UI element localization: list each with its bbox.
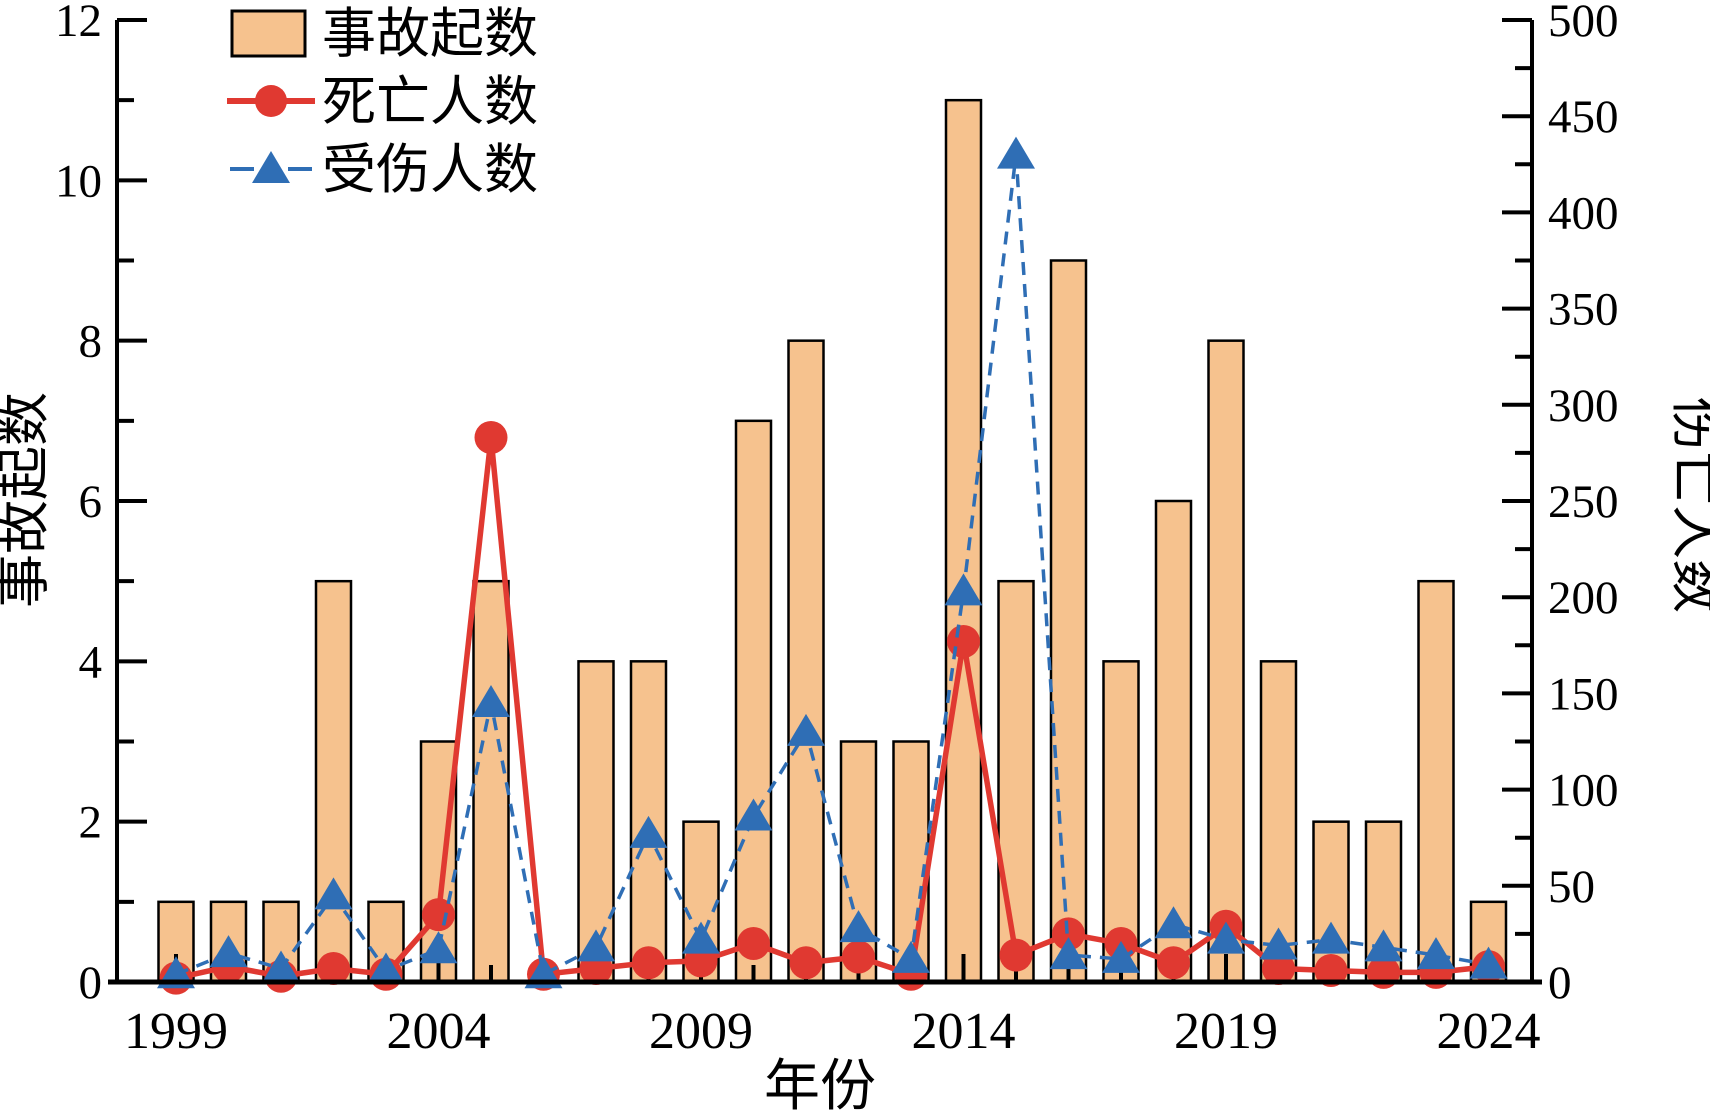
- x-tick-label-2004: 2004: [387, 1003, 491, 1060]
- x-tick-label-1999: 1999: [124, 1003, 228, 1060]
- injuries-marker-2013: [892, 940, 930, 973]
- right-tick-label-400: 400: [1548, 187, 1619, 239]
- injuries-marker-2001: [262, 950, 300, 983]
- injuries-marker-2019: [1207, 921, 1245, 954]
- bar-2014: [944, 98, 983, 984]
- right-tick-label-200: 200: [1548, 572, 1619, 624]
- right-tick-label-350: 350: [1548, 284, 1619, 336]
- right-tick-label-500: 500: [1548, 0, 1619, 47]
- right-tick-label-450: 450: [1548, 91, 1619, 143]
- left-tick-label-8: 8: [79, 316, 103, 368]
- x-tick-label-2009: 2009: [649, 1003, 753, 1060]
- bar-2015: [997, 579, 1035, 984]
- left-tick-label-6: 6: [79, 476, 103, 528]
- left-tick-label-12: 12: [55, 0, 102, 47]
- injuries-marker-2012: [839, 910, 878, 943]
- bar-2007: [577, 660, 615, 984]
- injuries-marker-2020: [1259, 927, 1298, 960]
- legend-label-accidents: 事故起数: [322, 4, 538, 64]
- right-tick-label-50: 50: [1548, 861, 1595, 913]
- deaths-marker-2002: [317, 952, 350, 986]
- injuries-marker-2010: [734, 798, 773, 831]
- legend-label-deaths: 死亡人数: [322, 72, 538, 132]
- injuries-marker-2023: [1417, 937, 1455, 970]
- left-tick-label-0: 0: [79, 957, 103, 1009]
- injuries-marker-2022: [1364, 929, 1403, 962]
- right-tick-label-250: 250: [1548, 476, 1619, 528]
- deaths-marker-2012: [842, 940, 875, 974]
- right-axis-title: 伤亡人数: [1666, 397, 1710, 613]
- deaths-marker-2020: [1262, 952, 1295, 986]
- bar-2023: [1417, 579, 1455, 984]
- bar-2010: [734, 419, 773, 984]
- injuries-marker-2000: [209, 935, 248, 968]
- injuries-marker-2008: [629, 815, 668, 848]
- deaths-marker-2018: [1157, 946, 1190, 980]
- x-tick-label-2024: 2024: [1437, 1003, 1541, 1060]
- deaths-marker-2008: [632, 946, 665, 980]
- injuries-marker-2014: [944, 573, 983, 606]
- deaths-marker-2010: [737, 927, 770, 961]
- left-axis-title: 事故起数: [0, 392, 54, 608]
- injuries-marker-2018: [1154, 906, 1193, 939]
- legend-label-injuries: 受伤人数: [322, 140, 538, 200]
- bar-2016: [1049, 259, 1088, 984]
- deaths-marker-2014: [947, 624, 980, 658]
- injuries-marker-2002: [314, 877, 353, 910]
- injuries-marker-2017: [1102, 940, 1140, 973]
- injuries-marker-2003: [367, 952, 405, 985]
- injuries-marker-2011: [787, 713, 825, 746]
- left-tick-label-10: 10: [55, 155, 102, 207]
- injuries-marker-2005: [472, 685, 510, 718]
- x-tick-label-2014: 2014: [912, 1003, 1016, 1060]
- deaths-marker-2016: [1052, 917, 1085, 951]
- legend-deaths-marker: [255, 85, 287, 117]
- right-tick-label-300: 300: [1548, 380, 1619, 432]
- deaths-marker-2015: [999, 938, 1033, 972]
- bar-2018: [1154, 499, 1193, 984]
- bar-2005: [472, 579, 510, 984]
- injuries-marker-2007: [577, 929, 615, 962]
- deaths-marker-2005: [474, 421, 508, 455]
- deaths-marker-2021: [1314, 953, 1348, 987]
- right-tick-label-0: 0: [1548, 957, 1572, 1009]
- injuries-marker-2004: [419, 931, 458, 964]
- bar-2019: [1207, 339, 1245, 984]
- legend-bar-swatch: [230, 9, 307, 58]
- right-tick-label-100: 100: [1548, 765, 1619, 817]
- bar-2002: [314, 579, 353, 984]
- left-tick-label-2: 2: [79, 797, 103, 849]
- bar-2011: [787, 339, 825, 984]
- x-tick-label-2019: 2019: [1174, 1003, 1278, 1060]
- legend-injuries-marker: [252, 151, 290, 183]
- deaths-marker-2004: [422, 898, 455, 932]
- injuries-marker-2016: [1049, 937, 1088, 970]
- injuries-marker-2021: [1312, 921, 1350, 954]
- injuries-marker-2009: [682, 921, 720, 954]
- deaths-marker-2011: [789, 946, 823, 980]
- injuries-marker-2015: [997, 136, 1035, 169]
- left-tick-label-4: 4: [79, 636, 103, 688]
- right-tick-label-150: 150: [1548, 668, 1619, 720]
- injuries-marker-2024: [1469, 946, 1508, 979]
- x-axis-title: 年份: [764, 1056, 876, 1117]
